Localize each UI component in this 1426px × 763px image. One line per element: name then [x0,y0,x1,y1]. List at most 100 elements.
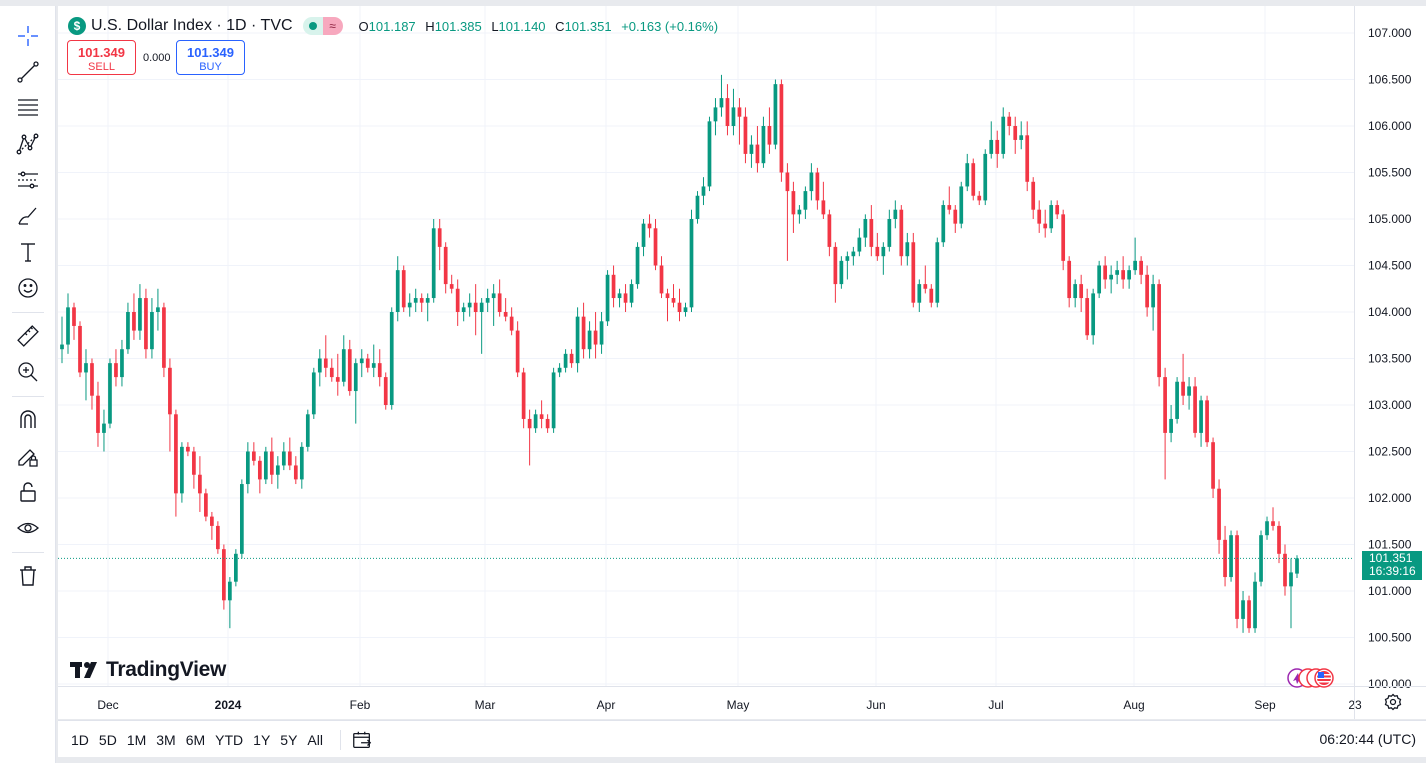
candle-body [204,493,208,517]
candle [689,209,694,312]
candle-body [905,242,910,257]
candle-body [413,298,418,303]
candle [431,219,436,303]
candle [1133,237,1137,275]
candle [509,307,514,336]
candle-body [941,205,946,243]
candle [1055,200,1060,219]
buy-button[interactable]: 101.349 BUY [176,40,245,75]
candle [192,446,196,489]
candle-body [695,195,700,219]
candle [983,149,988,206]
events-flags-icon[interactable] [1286,667,1336,689]
candle [893,200,898,229]
candle [581,302,586,359]
range-6m[interactable]: 6M [185,731,206,748]
candle [917,279,922,312]
candle-body [311,372,316,415]
x-tick-label: 2024 [215,698,242,712]
candle [216,521,220,554]
candle-body [1283,553,1287,587]
candle-body [563,353,568,368]
candle-body [1271,521,1275,526]
candle-body [995,139,1000,154]
magnet-icon[interactable] [8,404,48,436]
tradingview-watermark[interactable]: TradingView [70,658,226,682]
candle [935,237,940,308]
zoom-in-icon[interactable] [8,356,48,388]
candle-body [647,223,652,229]
candle-body [263,451,268,480]
fib-lines-icon[interactable] [8,92,48,124]
candle-body [965,163,970,187]
range-1d[interactable]: 1D [71,731,89,748]
range-3m[interactable]: 3M [156,731,176,748]
delayed-data-icon: ≈ [322,17,343,35]
status-pill[interactable]: ≈ [302,17,343,35]
symbol-title[interactable]: U.S. Dollar Index · 1D · TVC [91,17,293,34]
candle [773,79,778,150]
candle-body [1121,270,1125,280]
candle-body [593,330,598,345]
candle-body [1091,293,1096,336]
low-value: 101.140 [498,18,546,34]
chart-panel[interactable]: 100.000 100.500 101.000 101.500 102.000 102.5… [58,6,1426,719]
candle [695,191,700,224]
range-1y[interactable]: 1Y [253,731,271,748]
candle [473,284,478,336]
lock-drawing-icon[interactable] [8,440,48,472]
text-icon[interactable] [8,236,48,268]
candle [977,191,982,206]
candle-body [881,246,886,257]
range-ytd[interactable]: YTD [215,731,244,748]
utc-clock[interactable]: 06:20:44 (UTC) [1319,731,1416,747]
trend-line-icon[interactable] [8,56,48,88]
calendar-goto-icon[interactable] [351,729,373,751]
candle-body [449,284,454,289]
candle [539,400,544,429]
chart-settings-icon[interactable] [1383,692,1403,712]
sell-button[interactable]: 101.349 SELL [67,40,136,75]
candle [443,242,448,294]
candle [737,98,742,145]
brush-icon[interactable] [8,200,48,232]
candle-body [1295,558,1299,574]
candle [305,409,310,452]
trash-icon[interactable] [8,560,48,592]
range-1m[interactable]: 1M [126,731,147,748]
candle [929,284,934,308]
candle-body [1265,521,1269,536]
range-all[interactable]: All [307,731,323,748]
candle [383,372,388,410]
candle [329,358,334,382]
lock-icon[interactable] [8,476,48,508]
candle [521,367,526,429]
candle [1085,288,1090,340]
pattern-icon[interactable] [8,128,48,160]
candle [132,293,136,340]
y-tick-label: 101.500 [1368,538,1412,552]
candle [491,284,496,326]
candle [815,167,820,210]
eye-icon[interactable] [8,512,48,544]
crosshair-icon[interactable] [8,20,48,52]
candle-body [779,84,784,173]
candle-body [1199,400,1203,433]
candle [102,409,106,452]
candle [239,479,244,559]
candle [593,312,598,359]
candle-body [84,363,88,373]
candle-body [731,107,736,126]
candle-body [455,288,460,312]
range-5d[interactable]: 5D [98,731,117,748]
price-chart[interactable]: 100.000 100.500 101.000 101.500 102.000 102.5… [58,6,1426,719]
candle-body [1043,223,1048,229]
candle-body [713,107,718,122]
candle-body [677,302,682,312]
ruler-icon[interactable] [8,320,48,352]
range-5y[interactable]: 5Y [280,731,298,748]
candle [827,209,832,257]
prediction-icon[interactable] [8,164,48,196]
emoji-icon[interactable] [8,272,48,304]
candle [234,549,238,587]
